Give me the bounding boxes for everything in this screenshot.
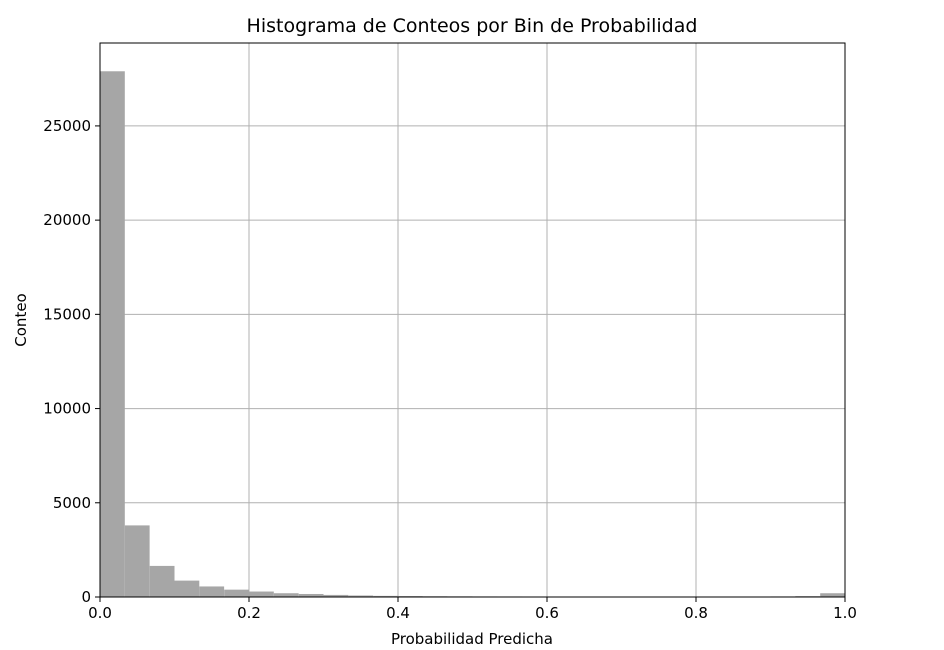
x-tick-label: 0.8 bbox=[684, 604, 708, 622]
y-tick-label: 20000 bbox=[43, 211, 91, 229]
y-tick-label: 15000 bbox=[43, 305, 91, 323]
histogram-bar bbox=[323, 594, 349, 597]
histogram-bar bbox=[100, 71, 125, 597]
histogram-bar bbox=[149, 565, 175, 597]
chart-title: Histograma de Conteos por Bin de Probabi… bbox=[247, 15, 698, 37]
y-axis-label: Conteo bbox=[12, 293, 30, 346]
x-tick-label: 0.0 bbox=[88, 604, 112, 622]
histogram-bar bbox=[273, 593, 299, 597]
plot-frame bbox=[99, 42, 846, 598]
x-tick-label: 0.2 bbox=[237, 604, 261, 622]
histogram-bar bbox=[373, 595, 398, 597]
y-tick-label: 5000 bbox=[53, 494, 91, 512]
x-axis-ticks: 0.0 0.2 0.4 0.6 0.8 1.0 bbox=[88, 597, 857, 622]
y-tick-label: 25000 bbox=[43, 117, 91, 135]
histogram-bar bbox=[298, 593, 324, 597]
x-tick-label: 0.4 bbox=[386, 604, 410, 622]
y-tick-label: 0 bbox=[81, 588, 91, 606]
histogram-bar bbox=[224, 589, 249, 597]
x-tick-label: 1.0 bbox=[833, 604, 857, 622]
histogram-bars bbox=[100, 71, 845, 597]
histogram-bar bbox=[174, 580, 200, 597]
histogram-bar bbox=[820, 593, 845, 597]
histogram-bar bbox=[249, 591, 274, 597]
y-tick-label: 10000 bbox=[43, 400, 91, 418]
histogram-bar bbox=[348, 595, 374, 597]
y-axis-ticks: 0 5000 10000 15000 20000 25000 bbox=[43, 117, 100, 606]
x-axis-label: Probabilidad Predicha bbox=[391, 630, 553, 648]
grid-lines bbox=[99, 43, 846, 598]
histogram-bar bbox=[199, 586, 225, 597]
x-tick-label: 0.6 bbox=[535, 604, 559, 622]
histogram-bar bbox=[124, 525, 150, 597]
